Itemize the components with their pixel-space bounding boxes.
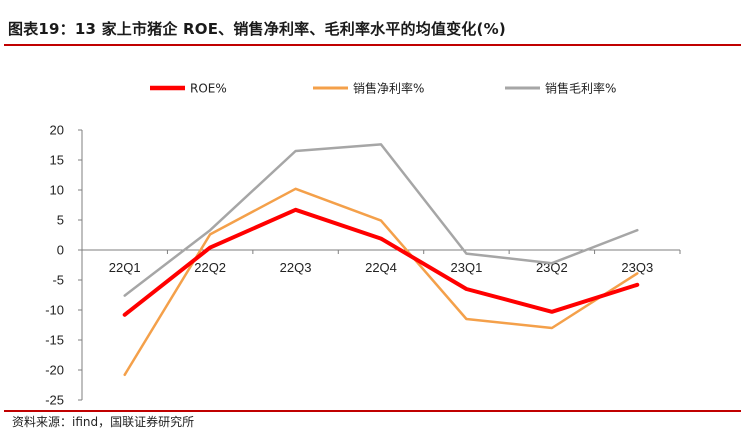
x-tick-label: 23Q2 <box>536 260 568 275</box>
legend-label-1: 销售净利率% <box>353 81 424 96</box>
y-tick-label: 5 <box>57 213 64 228</box>
y-tick-label: -10 <box>45 303 64 318</box>
figure-title: 图表19：13 家上市猪企 ROE、销售净利率、毛利率水平的均值变化(%) <box>8 20 506 38</box>
series-line-0 <box>122 207 640 317</box>
x-tick-label: 22Q3 <box>280 260 312 275</box>
y-tick-label: -25 <box>45 393 64 408</box>
series-line-1 <box>123 187 639 377</box>
line-chart: ROE% 销售净利率% 销售毛利率% 20151050-5-10-15-20-252… <box>45 81 681 408</box>
y-tick-label: -20 <box>45 363 64 378</box>
legend-label-2: 销售毛利率% <box>545 81 616 96</box>
y-tick-label: -5 <box>52 273 64 288</box>
series-line-2 <box>123 143 639 297</box>
x-tick-label: 22Q1 <box>109 260 141 275</box>
footer-divider <box>4 410 741 412</box>
y-tick-label: 15 <box>50 153 64 168</box>
title-divider <box>4 44 741 46</box>
source-note: 资料来源：ifind，国联证券研究所 <box>12 415 195 429</box>
chart-axes: 20 15 10 5 0 -5 -10 -15 -20 -25 22Q1 22Q2 22Q3 22Q4 23… <box>45 123 681 408</box>
y-tick-label: 0 <box>57 243 64 258</box>
y-tick-label: 10 <box>50 183 64 198</box>
chart-legend: ROE% 销售净利率% 销售毛利率% <box>150 81 616 96</box>
y-tick-label: -15 <box>45 333 64 348</box>
x-tick-label: 22Q4 <box>365 260 397 275</box>
legend-label-0: ROE% <box>190 82 227 96</box>
x-tick-label: 22Q2 <box>194 260 226 275</box>
x-tick-label: 23Q3 <box>621 260 653 275</box>
y-tick-label: 20 <box>50 123 64 138</box>
x-tick-label: 23Q1 <box>451 260 483 275</box>
chart-series <box>122 143 640 377</box>
